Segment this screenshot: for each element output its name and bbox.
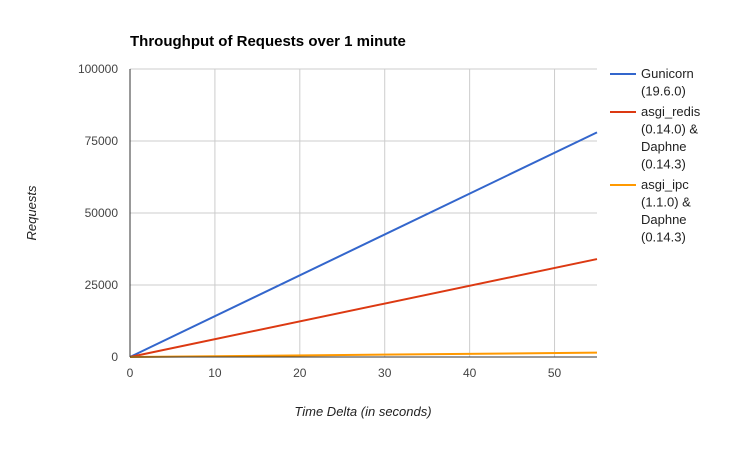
x-axis-label: Time Delta (in seconds): [294, 404, 431, 419]
y-tick-label: 100000: [78, 62, 118, 76]
legend: Gunicorn (19.6.0) asgi_redis (0.14.0) & Daph…: [610, 66, 701, 245]
legend-label: asgi_ipc: [641, 177, 689, 192]
y-tick-label: 75000: [85, 134, 119, 148]
x-tick-label: 0: [127, 366, 134, 380]
series-line: [129, 351, 598, 358]
legend-label: (0.14.3): [641, 157, 686, 172]
grid: [130, 68, 597, 358]
series-line: [129, 258, 598, 358]
legend-label: Gunicorn: [641, 66, 694, 81]
legend-label: (19.6.0): [641, 84, 686, 99]
y-tick-label: 50000: [85, 206, 119, 220]
series-line: [129, 131, 598, 358]
y-axis-label: Requests: [24, 185, 39, 240]
y-tick-label: 0: [111, 350, 118, 364]
legend-label: (0.14.0) &: [641, 122, 698, 137]
x-tick-label: 20: [293, 366, 307, 380]
legend-label: (0.14.3): [641, 230, 686, 245]
x-tick-label: 30: [378, 366, 392, 380]
legend-label: (1.1.0) &: [641, 195, 691, 210]
axes: 0 10 20 30 40 50 0 25000 50000 75000 100000: [78, 62, 597, 380]
x-tick-label: 10: [208, 366, 222, 380]
x-tick-label: 40: [463, 366, 477, 380]
legend-label: Daphne: [641, 212, 687, 227]
chart-title: Throughput of Requests over 1 minute: [130, 33, 406, 50]
x-tick-label: 50: [548, 366, 562, 380]
y-tick-label: 25000: [85, 278, 119, 292]
series-lines: [129, 131, 598, 358]
legend-label: asgi_redis: [641, 104, 701, 119]
legend-label: Daphne: [641, 139, 687, 154]
